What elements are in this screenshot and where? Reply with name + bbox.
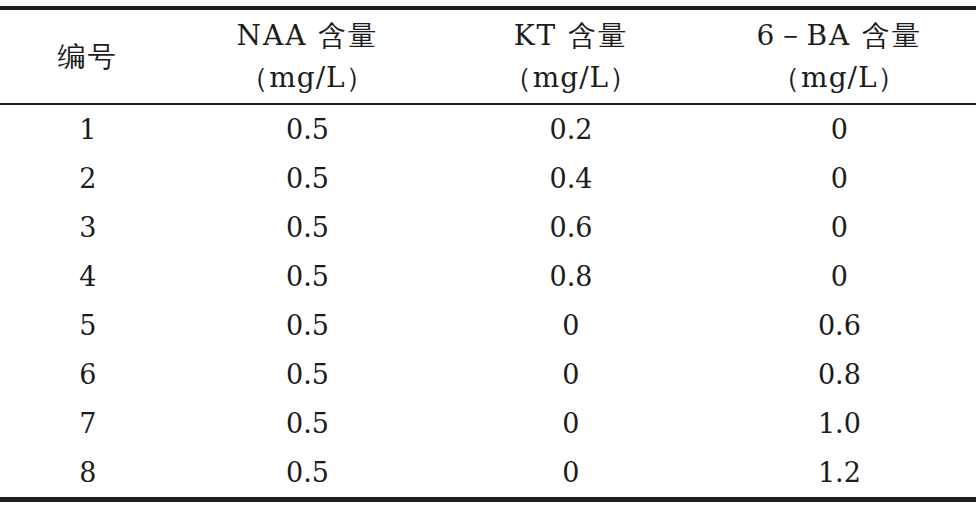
table-cell: 4 <box>0 252 176 301</box>
table-body: 10.50.2020.50.4030.50.6040.50.8050.500.6… <box>0 104 976 500</box>
table-row: 10.50.20 <box>0 104 976 154</box>
hormone-concentration-table: 编号 NAA 含量 （mg/L） KT 含量 （mg/L） 6－BA 含量 （m… <box>0 6 976 502</box>
table-cell: 0.5 <box>176 301 440 350</box>
column-unit: （mg/L） <box>439 57 703 99</box>
table-cell: 5 <box>0 301 176 350</box>
column-title: 6－BA 含量 <box>703 15 976 57</box>
column-unit: （mg/L） <box>176 57 440 99</box>
table-cell: 1.0 <box>703 399 976 448</box>
table-cell: 0.5 <box>176 203 440 252</box>
column-header-6ba: 6－BA 含量 （mg/L） <box>703 8 976 104</box>
table-row: 30.50.60 <box>0 203 976 252</box>
table-cell: 0 <box>703 104 976 154</box>
table-cell: 0 <box>439 399 703 448</box>
table-cell: 0.5 <box>176 399 440 448</box>
table-cell: 0 <box>703 252 976 301</box>
table-cell: 0 <box>703 203 976 252</box>
column-title: NAA 含量 <box>176 15 440 57</box>
paper-table-container: 编号 NAA 含量 （mg/L） KT 含量 （mg/L） 6－BA 含量 （m… <box>0 0 976 502</box>
column-title: 编号 <box>0 36 176 78</box>
header-row: 编号 NAA 含量 （mg/L） KT 含量 （mg/L） 6－BA 含量 （m… <box>0 8 976 104</box>
table-header: 编号 NAA 含量 （mg/L） KT 含量 （mg/L） 6－BA 含量 （m… <box>0 8 976 104</box>
table-cell: 0.5 <box>176 448 440 500</box>
table-row: 20.50.40 <box>0 154 976 203</box>
table-cell: 2 <box>0 154 176 203</box>
table-cell: 0.8 <box>439 252 703 301</box>
column-unit: （mg/L） <box>703 57 976 99</box>
table-cell: 0.2 <box>439 104 703 154</box>
table-cell: 0 <box>439 350 703 399</box>
table-cell: 3 <box>0 203 176 252</box>
table-cell: 7 <box>0 399 176 448</box>
table-cell: 0.5 <box>176 350 440 399</box>
table-cell: 1.2 <box>703 448 976 500</box>
table-row: 60.500.8 <box>0 350 976 399</box>
table-cell: 0.5 <box>176 154 440 203</box>
table-cell: 0 <box>703 154 976 203</box>
table-cell: 0 <box>439 301 703 350</box>
table-cell: 0.6 <box>703 301 976 350</box>
column-title: KT 含量 <box>439 15 703 57</box>
column-header-kt: KT 含量 （mg/L） <box>439 8 703 104</box>
table-row: 50.500.6 <box>0 301 976 350</box>
table-row: 40.50.80 <box>0 252 976 301</box>
table-cell: 0.5 <box>176 104 440 154</box>
table-cell: 0.4 <box>439 154 703 203</box>
table-cell: 0.6 <box>439 203 703 252</box>
table-cell: 6 <box>0 350 176 399</box>
table-cell: 0 <box>439 448 703 500</box>
table-row: 70.501.0 <box>0 399 976 448</box>
table-cell: 8 <box>0 448 176 500</box>
table-row: 80.501.2 <box>0 448 976 500</box>
column-header-naa: NAA 含量 （mg/L） <box>176 8 440 104</box>
table-cell: 0.8 <box>703 350 976 399</box>
column-header-number: 编号 <box>0 8 176 104</box>
table-cell: 0.5 <box>176 252 440 301</box>
table-cell: 1 <box>0 104 176 154</box>
